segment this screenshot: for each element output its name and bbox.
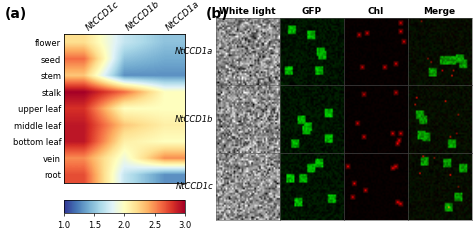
Text: Merge: Merge: [424, 7, 456, 16]
Text: NtCCD1b: NtCCD1b: [175, 114, 213, 124]
Text: (b): (b): [206, 7, 229, 21]
Text: NtCCD1c: NtCCD1c: [175, 182, 213, 191]
Text: Chl: Chl: [367, 7, 384, 16]
Text: GFP: GFP: [301, 7, 322, 16]
Text: White light: White light: [219, 7, 276, 16]
Text: (a): (a): [5, 7, 27, 21]
Text: NtCCD1a: NtCCD1a: [175, 47, 213, 56]
